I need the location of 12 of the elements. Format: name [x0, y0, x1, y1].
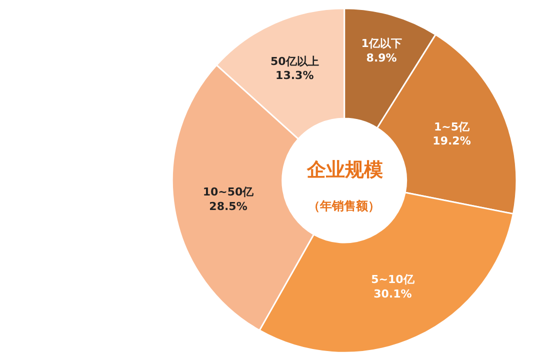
slice-label: 1亿以下: [361, 37, 402, 50]
text: 企业规模: [306, 159, 383, 181]
text: （年销售额）: [308, 199, 380, 213]
data-label: 8.9%: [366, 51, 397, 64]
slice-label: 5~10亿: [371, 273, 416, 286]
data-label: 30.1%: [374, 288, 412, 301]
slice-label: 1~5亿: [434, 120, 471, 134]
data-label: 13.3%: [276, 69, 314, 82]
slice-label: 10~50亿: [202, 186, 255, 199]
slice-label: 50亿以上: [270, 54, 319, 68]
data-label: 19.2%: [432, 134, 471, 148]
data-label: 28.5%: [209, 200, 248, 213]
